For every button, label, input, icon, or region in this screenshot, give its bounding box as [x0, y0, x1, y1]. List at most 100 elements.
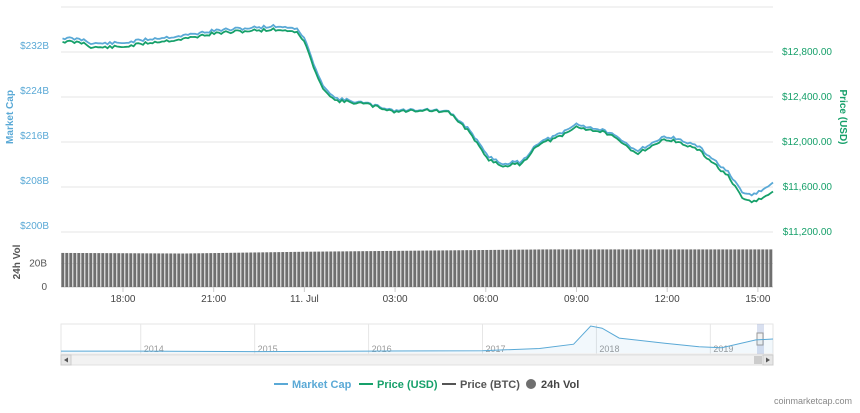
volume-bar [293, 251, 297, 287]
volume-bar [217, 252, 221, 287]
volume-bar [209, 253, 213, 287]
volume-bar [373, 251, 377, 287]
legend-item-price-usd-[interactable]: Price (USD) [359, 379, 438, 391]
left-tick-label: $200B [20, 221, 49, 232]
left-axis-ticks: $232B $224B $216B $208B $200B [20, 41, 49, 232]
volume-bar [745, 249, 749, 287]
volume-bar [149, 253, 153, 287]
volume-bar [97, 253, 101, 287]
volume-bar [693, 249, 697, 287]
volume-bar [289, 251, 293, 287]
volume-bar [573, 249, 577, 287]
legend-item-market-cap[interactable]: Market Cap [274, 379, 352, 391]
volume-bar [213, 253, 217, 287]
volume-bar [69, 252, 73, 287]
legend-item-24h-vol[interactable]: 24h Vol [526, 379, 579, 391]
volume-bar [497, 249, 501, 287]
volume-bar [617, 249, 621, 287]
volume-bar [469, 250, 473, 287]
volume-bar [277, 252, 281, 287]
volume-bar [153, 253, 157, 287]
volume-bar [285, 252, 289, 287]
volume-bar [357, 251, 361, 287]
volume-bar [513, 249, 517, 287]
legend-item-price-btc-[interactable]: Price (BTC) [442, 379, 520, 391]
navigator-series-line [61, 325, 774, 353]
left-tick-label: $224B [20, 86, 49, 97]
volume-bar [165, 253, 169, 287]
volume-bar [433, 250, 437, 287]
volume-bar [545, 249, 549, 287]
volume-bar [597, 249, 601, 287]
volume-bar [109, 253, 113, 287]
legend[interactable]: Market Cap Price (USD) Price (BTC) 24h Vol [274, 379, 579, 391]
volume-bar [481, 250, 485, 287]
volume-bar [417, 250, 421, 287]
right-tick-label: $11,600.00 [783, 182, 833, 193]
volume-bar [385, 250, 389, 287]
series-line-market-cap[interactable] [62, 23, 774, 197]
volume-bar [245, 252, 249, 287]
right-tick-label: $11,200.00 [783, 227, 833, 238]
volume-axis-ticks: 20B 0 [29, 259, 47, 294]
scrollbar[interactable] [60, 354, 774, 366]
volume-bar [437, 250, 441, 287]
legend-label: Price (BTC) [460, 379, 520, 391]
volume-bar [533, 249, 537, 287]
volume-bar [401, 250, 405, 287]
volume-bar [581, 249, 585, 287]
volume-bar [509, 249, 513, 287]
volume-bar [281, 252, 285, 287]
volume-bar [249, 252, 253, 287]
range-navigator[interactable]: 2014 2015 2016 2017 2018 2019 [60, 323, 774, 355]
series-line-price-usd-[interactable] [62, 27, 774, 204]
volume-bar [321, 251, 325, 287]
volume-bar [477, 250, 481, 287]
volume-axis-title: 24h Vol [12, 244, 23, 279]
volume-bar [505, 249, 509, 287]
volume-bar [265, 252, 269, 287]
volume-bar [129, 253, 133, 287]
volume-bar [537, 249, 541, 287]
navigator-year-label: 2016 [372, 344, 392, 354]
volume-bar [237, 252, 241, 287]
volume-bar [177, 253, 181, 287]
navigator-year-label: 2014 [144, 344, 164, 354]
volume-bar [565, 249, 569, 287]
volume-bar [733, 249, 737, 287]
navigator-handle[interactable] [756, 332, 764, 346]
volume-bar [273, 252, 277, 287]
source-credit[interactable]: coinmarketcap.com [774, 396, 852, 406]
volume-bar [529, 249, 533, 287]
volume-bar [553, 249, 557, 287]
volume-bar [549, 249, 553, 287]
volume-bar [113, 253, 117, 287]
volume-bar [389, 250, 393, 287]
volume-bar [717, 249, 721, 287]
volume-bar [765, 249, 769, 287]
volume-bar [461, 250, 465, 287]
volume-bar [317, 251, 321, 287]
volume-bar [93, 253, 97, 287]
x-axis-ticks: 18:00 21:00 11. Jul 03:00 06:00 09:00 12:00 15:… [110, 287, 771, 305]
volume-bar [589, 249, 593, 287]
x-tick-label: 18:00 [110, 294, 135, 305]
volume-bar [721, 249, 725, 287]
volume-bar [741, 249, 745, 287]
left-tick-label: $232B [20, 41, 49, 52]
volume-bar [161, 253, 165, 287]
grid-lines [61, 6, 773, 288]
volume-bar [705, 249, 709, 287]
volume-bar [377, 251, 381, 287]
volume-bar [233, 252, 237, 287]
volume-bar [241, 252, 245, 287]
scrollbar-track[interactable] [60, 354, 774, 366]
volume-bar [309, 251, 313, 287]
volume-bar [369, 251, 373, 287]
volume-bar [725, 249, 729, 287]
navigator-year-label: 2017 [486, 344, 506, 354]
scrollbar-thumb[interactable] [754, 356, 762, 364]
volume-bar [145, 253, 149, 287]
volume-bar [633, 249, 637, 287]
volume-tick-label: 20B [29, 259, 47, 270]
